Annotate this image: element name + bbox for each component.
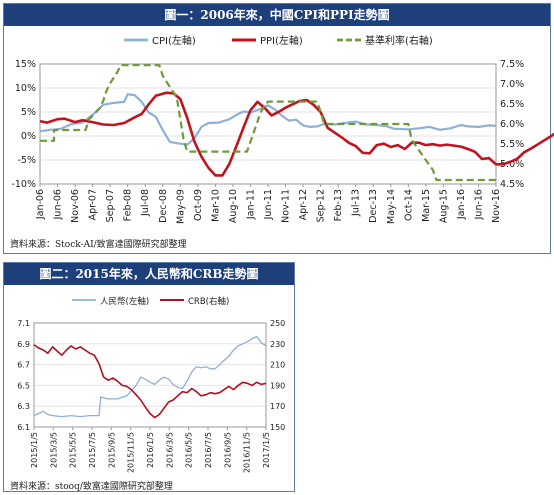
y-right-tick-label: 7.0% [500,79,524,90]
y-left-tick-label: 6.3 [17,402,30,411]
x-tick-label: Jan-06 [35,189,46,220]
x-tick-label: Jun-11 [263,189,274,220]
x-tick-label: Sep-07 [105,189,116,222]
y-left-tick-label: 5% [21,107,36,118]
y-left-tick-label: 0% [21,131,36,142]
y-right-tick-label: 230 [270,340,285,349]
x-tick-label: 2015/9/5 [107,432,116,468]
x-tick-label: Oct-14 [403,189,414,221]
series-line-1 [33,335,267,418]
source-note: 資料來源：Stock-AI/致富達國際研究部整理 [10,240,187,250]
x-tick-label: 2016/5/5 [185,432,194,468]
x-tick-label: Nov-16 [491,189,502,223]
x-tick-label: Jan-11 [245,189,256,220]
y-right-tick-label: 150 [270,423,285,432]
y-right-tick-label: 6.0% [500,119,524,130]
x-tick-label: Apr-12 [298,189,309,220]
source-note: 資料來源：stooq/致富達國際研究部整理 [10,482,173,492]
y-right-tick-label: 5.0% [500,159,524,170]
y-right-tick-label: 6.5% [500,99,524,110]
series-line-1 [39,93,497,146]
x-tick-label: May-09 [175,189,186,224]
x-tick-label: Nov-06 [70,189,81,223]
x-tick-label: Feb-08 [123,189,134,221]
x-tick-label: Dec-08 [158,189,169,223]
series-line-3 [40,64,496,182]
x-tick-label: Jul-13 [351,189,362,217]
x-tick-label: Mar-15 [421,189,432,222]
legend-label: PPI(左軸) [260,34,303,47]
x-tick-label: 2016/11/5 [243,432,252,473]
x-tick-label: 2015/1/5 [30,432,39,468]
legend-label: CRB(右軸) [188,296,229,307]
x-tick-label: Jan-16 [456,189,467,220]
x-tick-label: Jul-08 [140,189,151,217]
y-left-tick-label: 7.1 [17,319,30,328]
y-right-tick-label: 170 [270,402,285,411]
plot-frame [33,322,267,428]
y-right-tick-label: 190 [270,381,285,390]
rmb-crb-chart: 7.1 6.9 6.7 6.5 6.3 6.1 250 230 210 190 170 150 2015… [17,296,285,473]
series-line-2 [33,344,267,419]
y-right-tick-label: 5.5% [500,139,524,150]
x-tick-label: Aug-10 [228,189,239,223]
x-tick-label: Dec-13 [368,189,379,223]
chart-title: 圖二：2015年來，人民幣和CRB走勢圖 [4,263,294,285]
x-tick-label: Nov-11 [281,189,292,223]
x-tick-label: 2016/7/5 [204,432,213,468]
y-left-tick-label: -5% [18,155,37,166]
cpi-ppi-chart: 15% 10% 5% 0% -5% -10% 7.5% 7.0% 6.5% 6.0% 5.5% 5.0… [11,34,554,224]
chart-panel-cpi-ppi: 圖一：2006年來，中國CPI和PPI走勢圖 15% 10% 5% 0% -5% -10%… [3,3,554,254]
y-right-tick-label: 4.5% [500,179,524,190]
x-tick-label: 2017/1/5 [262,432,271,468]
y-right-tick-label: 210 [270,361,285,370]
y-right-tick-label: 250 [270,319,285,328]
x-tick-label: 2015/7/5 [88,432,97,468]
y-left-tick-label: 6.5 [17,381,30,390]
y-left-tick-label: -10% [11,179,36,190]
x-tick-label: Aug-15 [438,189,449,223]
legend-label: 基準利率(右軸) [365,34,433,47]
x-tick-label: Feb-13 [333,189,344,221]
y-left-tick-label: 6.7 [17,361,30,370]
x-tick-label: Apr-07 [88,189,99,220]
y-left-tick-label: 15% [15,59,36,70]
legend-label: 人民幣(左軸) [100,296,149,307]
x-tick-label: Oct-09 [193,189,204,221]
y-left-tick-label: 6.9 [17,340,30,349]
x-tick-label: 2015/3/5 [49,432,58,468]
x-tick-label: 2016/9/5 [223,432,232,468]
x-tick-label: 2016/1/5 [146,432,155,468]
y-left-tick-label: 6.1 [17,423,30,432]
x-tick-label: Mar-10 [210,189,221,222]
x-tick-label: May-14 [386,189,397,224]
x-tick-label: 2016/3/5 [165,432,174,468]
chart-panel-rmb-crb: 圖二：2015年來，人民幣和CRB走勢圖 7.1 6.9 6.7 6.5 6.3 6.1 2… [3,262,295,492]
series-line-2 [39,91,554,177]
y-left-tick-label: 10% [15,83,36,94]
x-tick-label: Sep-12 [316,189,327,222]
x-tick-label: Jun-16 [473,189,484,220]
y-right-tick-label: 7.5% [500,59,524,70]
x-tick-label: 2015/11/5 [127,432,136,473]
legend-label: CPI(左軸) [152,34,196,47]
x-tick-label: Jun-06 [53,189,64,220]
chart-title: 圖一：2006年來，中國CPI和PPI走勢圖 [4,4,550,26]
x-tick-label: 2015/5/5 [69,432,78,468]
